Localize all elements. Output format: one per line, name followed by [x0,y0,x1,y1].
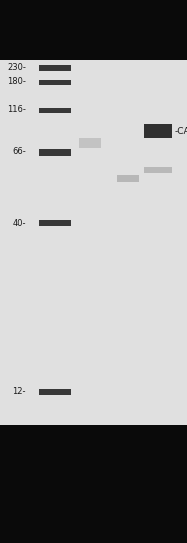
Text: 40-: 40- [13,218,26,228]
Bar [39,79,71,85]
Bar [39,389,71,395]
Text: 180-: 180- [7,78,26,86]
Text: 116-: 116- [7,105,26,115]
Bar [39,65,71,71]
Bar [39,148,71,155]
Bar [0,60,187,425]
Bar [117,174,139,181]
Text: -CARS: -CARS [175,127,187,136]
Bar [144,124,172,138]
Text: 230-: 230- [7,64,26,73]
Text: 66-: 66- [12,148,26,156]
Text: 12-: 12- [13,388,26,396]
Bar [39,108,71,112]
Bar [79,138,101,148]
Bar [39,220,71,226]
Bar [144,167,172,173]
